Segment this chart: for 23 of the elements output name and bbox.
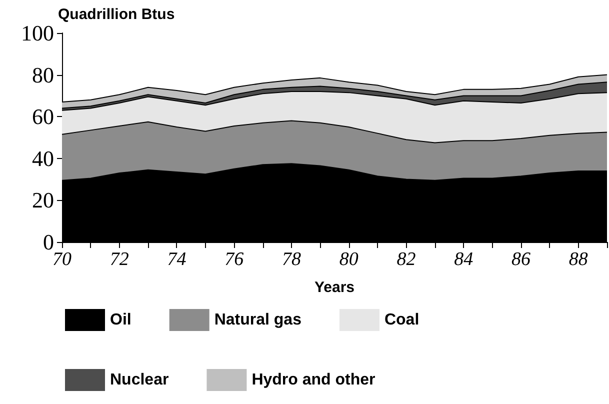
x-tick-label: 78 bbox=[282, 249, 302, 270]
y-axis-title: Quadrillion Btus bbox=[58, 6, 175, 24]
x-tick-label: 88 bbox=[568, 249, 588, 270]
x-tick-label: 80 bbox=[339, 249, 359, 270]
x-tick-label: 70 bbox=[52, 249, 72, 270]
y-tick-label: 40 bbox=[32, 146, 54, 171]
y-tick-label: 0 bbox=[43, 230, 54, 254]
x-tick-label: 76 bbox=[224, 249, 244, 270]
legend-label: Natural gas bbox=[214, 312, 302, 328]
y-tick-label: 60 bbox=[32, 104, 54, 130]
legend-label: Coal bbox=[384, 312, 420, 328]
x-tick-label: 72 bbox=[110, 249, 130, 270]
legend-label: Hydro and other bbox=[252, 372, 376, 388]
x-tick-label: 84 bbox=[454, 249, 474, 270]
x-axis-title: Years bbox=[314, 279, 355, 296]
y-tick-label: 20 bbox=[32, 188, 54, 213]
legend-label: Nuclear bbox=[110, 372, 169, 388]
x-tick-label: 74 bbox=[167, 249, 187, 270]
y-tick-label: 100 bbox=[21, 20, 54, 46]
x-tick-label: 86 bbox=[511, 249, 531, 270]
x-tick-label: 82 bbox=[396, 249, 416, 270]
legend-label: Oil bbox=[110, 312, 132, 328]
y-tick-label: 80 bbox=[32, 62, 54, 88]
